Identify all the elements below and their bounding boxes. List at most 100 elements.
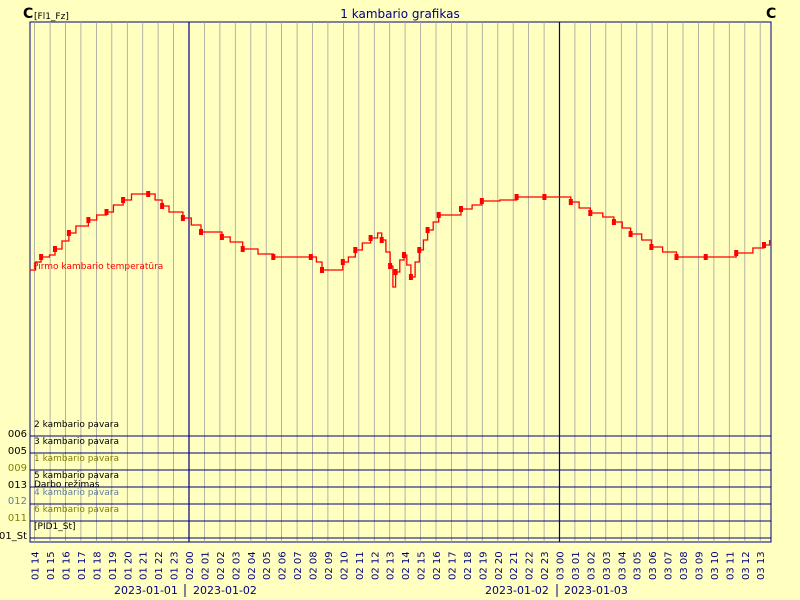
series-noise-mark bbox=[341, 259, 345, 265]
lane-number: 005 bbox=[8, 446, 27, 457]
x-tick-label: 03 09 bbox=[694, 551, 705, 580]
series-noise-mark bbox=[394, 269, 398, 275]
x-tick-label: 03 02 bbox=[586, 551, 597, 580]
plot-background bbox=[30, 22, 771, 542]
x-tick-label: 03 08 bbox=[679, 551, 690, 580]
lane-number: 013 bbox=[8, 480, 27, 491]
series-noise-mark bbox=[569, 199, 573, 205]
x-tick-label: 02 02 bbox=[216, 551, 227, 580]
series-noise-mark bbox=[542, 194, 546, 200]
series-noise-mark bbox=[309, 254, 313, 260]
lane-label: 3 kambario pavara bbox=[34, 437, 119, 447]
lane-number: 012 bbox=[8, 496, 27, 507]
series-noise-mark bbox=[437, 212, 441, 218]
x-tick-label: 02 20 bbox=[494, 551, 505, 580]
x-tick-label: 03 06 bbox=[648, 551, 659, 580]
x-tick-label: 01 16 bbox=[62, 551, 73, 580]
x-tick-label: 01 23 bbox=[170, 551, 181, 580]
lane-label: 6 kambario pavara bbox=[34, 505, 119, 515]
x-tick-label: 01 21 bbox=[139, 551, 150, 580]
date-label-2: 2023-01-02 bbox=[193, 584, 257, 597]
series-noise-mark bbox=[409, 274, 413, 280]
series-noise-mark bbox=[220, 234, 224, 240]
x-tick-label: 02 14 bbox=[401, 551, 412, 580]
x-tick-label: 02 04 bbox=[247, 551, 258, 580]
lane-number: 009 bbox=[8, 463, 27, 474]
series-noise-mark bbox=[426, 227, 430, 233]
x-tick-label: 01 15 bbox=[46, 551, 57, 580]
x-tick-label: 03 04 bbox=[617, 551, 628, 580]
series-noise-mark bbox=[160, 203, 164, 209]
series-noise-mark bbox=[649, 244, 653, 250]
x-tick-label: 02 13 bbox=[386, 551, 397, 580]
x-tick-label: 01 14 bbox=[31, 551, 42, 580]
lane-number: 011 bbox=[8, 513, 27, 524]
x-tick-label: 03 00 bbox=[556, 551, 567, 580]
lane-number: 01_St bbox=[0, 531, 27, 542]
x-tick-label: 02 17 bbox=[447, 551, 458, 580]
series-noise-mark bbox=[402, 252, 406, 258]
x-tick-label: 03 10 bbox=[710, 551, 721, 580]
x-tick-label: 02 09 bbox=[324, 551, 335, 580]
series-noise-mark bbox=[459, 206, 463, 212]
series-noise-mark bbox=[762, 242, 766, 248]
x-tick-label: 01 18 bbox=[92, 551, 103, 580]
series-noise-mark bbox=[199, 229, 203, 235]
unit-right: C bbox=[766, 6, 776, 22]
lane-label: [PID1_St] bbox=[34, 522, 76, 532]
x-tick-label: 01 19 bbox=[108, 551, 119, 580]
x-tick-label: 02 10 bbox=[339, 551, 350, 580]
x-tick-label: 01 17 bbox=[77, 551, 88, 580]
x-tick-label: 01 20 bbox=[123, 551, 134, 580]
date-label-4: 2023-01-03 bbox=[564, 584, 628, 597]
x-tick-label: 03 01 bbox=[571, 551, 582, 580]
series-noise-mark bbox=[480, 198, 484, 204]
x-tick-label: 02 19 bbox=[478, 551, 489, 580]
series-label: Pirmo kambario temperatūra bbox=[33, 262, 163, 272]
series-noise-mark bbox=[39, 254, 43, 260]
series-noise-mark bbox=[369, 235, 373, 241]
series-noise-mark bbox=[121, 197, 125, 203]
x-tick-label: 03 07 bbox=[664, 551, 675, 580]
x-tick-label: 02 00 bbox=[185, 551, 196, 580]
x-tick-label: 02 01 bbox=[200, 551, 211, 580]
lane-label: 1 kambario pavara bbox=[34, 454, 119, 464]
series-noise-mark bbox=[704, 254, 708, 260]
series-noise-mark bbox=[320, 267, 324, 273]
series-noise-mark bbox=[241, 246, 245, 252]
x-tick-label: 02 22 bbox=[525, 551, 536, 580]
x-tick-label: 02 23 bbox=[540, 551, 551, 580]
x-tick-label: 02 06 bbox=[278, 551, 289, 580]
x-tick-label: 02 08 bbox=[309, 551, 320, 580]
lane-number: 006 bbox=[8, 429, 27, 440]
x-tick-label: 03 13 bbox=[756, 551, 767, 580]
x-tick-label: 02 05 bbox=[262, 551, 273, 580]
series-noise-mark bbox=[388, 263, 392, 269]
series-noise-mark bbox=[53, 246, 57, 252]
x-tick-label: 02 18 bbox=[463, 551, 474, 580]
x-tick-label: 02 21 bbox=[509, 551, 520, 580]
x-tick-label: 02 15 bbox=[417, 551, 428, 580]
series-noise-mark bbox=[181, 215, 185, 221]
series-noise-mark bbox=[629, 231, 633, 237]
x-tick-label: 02 12 bbox=[370, 551, 381, 580]
date-label-3: 2023-01-02 bbox=[485, 584, 549, 597]
x-tick-label: 03 12 bbox=[741, 551, 752, 580]
x-tick-label: 02 11 bbox=[355, 551, 366, 580]
series-noise-mark bbox=[588, 210, 592, 216]
chart-title: 1 kambario grafikas bbox=[340, 7, 459, 21]
date-label-1: 2023-01-01 bbox=[114, 584, 178, 597]
series-noise-mark bbox=[734, 250, 738, 256]
series-noise-mark bbox=[612, 219, 616, 225]
series-noise-mark bbox=[353, 247, 357, 253]
series-noise-mark bbox=[417, 247, 421, 253]
x-tick-label: 03 05 bbox=[633, 551, 644, 580]
series-noise-mark bbox=[515, 194, 519, 200]
unit-left: C bbox=[23, 6, 33, 22]
series-noise-mark bbox=[146, 191, 150, 197]
x-tick-label: 03 11 bbox=[725, 551, 736, 580]
series-noise-mark bbox=[105, 209, 109, 215]
x-tick-labels: 01 14 01 15 01 16 01 17 01 18 01 19 01 20 01 21… bbox=[31, 551, 768, 580]
series-noise-mark bbox=[271, 254, 275, 260]
